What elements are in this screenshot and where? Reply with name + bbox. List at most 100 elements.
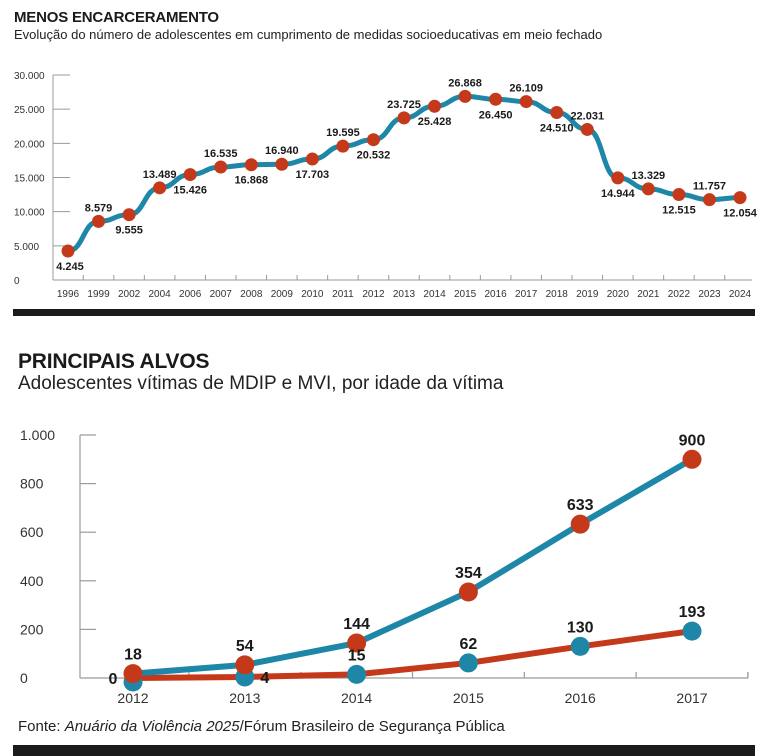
lower-series-line: [130, 628, 695, 681]
x-tick-label: 2008: [240, 289, 263, 300]
y-tick-label: 0: [20, 670, 28, 686]
data-label: 4.245: [56, 261, 84, 273]
chart2-title: PRINCIPAIS ALVOS: [18, 350, 210, 373]
data-label: 26.868: [448, 77, 482, 89]
x-tick-label: 2017: [676, 690, 707, 706]
x-tick-label: 2018: [546, 289, 569, 300]
x-tick-label: 2013: [229, 690, 260, 706]
data-point: [489, 92, 503, 106]
data-point: [550, 106, 564, 120]
x-tick-label: 2016: [485, 289, 508, 300]
y-tick-label: 15.000: [14, 174, 45, 185]
data-point: [244, 158, 258, 172]
upper-data-point: [235, 655, 255, 675]
y-tick-label: 400: [20, 573, 44, 589]
upper-data-label: 900: [679, 432, 706, 449]
data-point: [122, 208, 136, 222]
x-tick-label: 2017: [515, 289, 538, 300]
data-point: [702, 193, 716, 207]
y-tick-label: 20.000: [14, 139, 45, 150]
y-tick-label: 25.000: [14, 105, 45, 116]
data-label: 16.868: [234, 175, 268, 187]
lower-data-point: [458, 653, 478, 673]
chart2-plot: 0 200 400 600 800 1.000 2012 2013 2014 2015 2016 20…: [20, 427, 749, 706]
lower-data-point: [347, 664, 367, 684]
upper-data-label: 54: [236, 638, 254, 655]
x-tick-label: 2016: [565, 690, 596, 706]
data-point: [183, 168, 197, 182]
data-point: [428, 99, 442, 113]
x-tick-label: 2023: [698, 289, 721, 300]
data-point: [733, 191, 747, 205]
x-tick-label: 2004: [149, 289, 172, 300]
x-tick-label: 2022: [668, 289, 691, 300]
data-point: [305, 152, 319, 166]
x-tick-label: 2012: [117, 690, 148, 706]
upper-series-line: [130, 456, 695, 677]
upper-data-point: [123, 664, 143, 684]
lower-data-label: 0: [109, 671, 118, 688]
x-tick-label: 1996: [57, 289, 80, 300]
y-tick-label: 800: [20, 476, 44, 492]
chart2-subtitle: Adolescentes vítimas de MDIP e MVI, por …: [18, 373, 504, 394]
data-label: 19.595: [326, 127, 360, 139]
x-tick-label: 2012: [362, 289, 385, 300]
data-label: 16.535: [204, 148, 238, 160]
data-label: 12.515: [662, 204, 696, 216]
data-point: [641, 182, 655, 196]
x-tick-label: 2010: [301, 289, 324, 300]
lower-data-point: [570, 636, 590, 656]
data-label: 13.489: [143, 169, 177, 181]
source-note: Fonte: Anuário da Violência 2025/Fórum B…: [18, 718, 505, 735]
data-point: [672, 187, 686, 201]
y-tick-label: 0: [14, 276, 20, 287]
divider-rule: [13, 309, 755, 316]
data-point: [580, 122, 594, 136]
chart1-title: MENOS ENCARCERAMENTO: [14, 9, 219, 26]
x-tick-label: 2006: [179, 289, 202, 300]
data-label: 23.725: [387, 99, 421, 111]
x-tick-label: 2013: [393, 289, 416, 300]
data-label: 16.940: [265, 145, 299, 157]
x-tick-label: 2009: [271, 289, 294, 300]
lower-data-label: 15: [348, 647, 366, 664]
y-tick-label: 10.000: [14, 208, 45, 219]
data-point: [458, 89, 472, 103]
x-tick-label: 2021: [637, 289, 660, 300]
y-tick-label: 1.000: [20, 427, 55, 443]
data-label: 22.031: [570, 110, 604, 122]
x-tick-label: 2014: [341, 690, 372, 706]
lower-data-point: [682, 621, 702, 641]
x-tick-label: 2011: [332, 289, 354, 300]
source-org: /Fórum Brasileiro de Segurança Pública: [239, 718, 505, 735]
chart1-subtitle: Evolução do número de adolescentes em cu…: [14, 27, 603, 42]
data-label: 26.109: [509, 83, 543, 95]
data-label: 20.532: [357, 150, 391, 162]
y-tick-label: 5.000: [14, 242, 39, 253]
upper-data-point: [347, 633, 367, 653]
lower-data-label: 62: [460, 636, 478, 653]
source-prefix: Fonte:: [18, 718, 65, 735]
data-point: [519, 95, 533, 109]
x-tick-label: 2007: [210, 289, 233, 300]
data-point: [397, 111, 411, 125]
x-tick-label: 2024: [729, 289, 752, 300]
bottom-rule: [13, 745, 755, 756]
data-label: 25.428: [418, 116, 452, 128]
upper-data-label: 633: [567, 497, 594, 514]
data-label: 14.944: [601, 188, 636, 200]
y-tick-label: 200: [20, 621, 44, 637]
data-label: 13.329: [632, 170, 666, 182]
y-tick-label: 600: [20, 524, 44, 540]
upper-data-label: 354: [455, 565, 482, 582]
x-tick-label: 2020: [607, 289, 630, 300]
upper-data-point: [458, 582, 478, 602]
data-label: 26.450: [479, 109, 513, 121]
data-point: [61, 244, 75, 258]
x-tick-label: 2014: [423, 289, 446, 300]
data-point: [153, 181, 167, 195]
upper-data-label: 18: [124, 647, 142, 664]
x-tick-label: 2002: [118, 289, 141, 300]
data-label: 11.757: [693, 181, 726, 193]
x-tick-label: 2015: [454, 289, 477, 300]
